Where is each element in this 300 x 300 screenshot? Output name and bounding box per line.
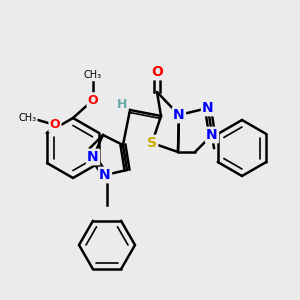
Text: CH₃: CH₃ <box>84 70 102 80</box>
Text: N: N <box>206 128 218 142</box>
Text: H: H <box>117 98 127 110</box>
Text: CH₃: CH₃ <box>19 113 37 123</box>
Text: N: N <box>202 101 214 115</box>
Text: S: S <box>147 136 157 150</box>
Text: O: O <box>50 118 60 131</box>
Text: O: O <box>151 65 163 79</box>
Text: N: N <box>173 108 185 122</box>
Text: O: O <box>88 94 98 106</box>
Text: N: N <box>87 150 99 164</box>
Text: N: N <box>99 168 111 182</box>
